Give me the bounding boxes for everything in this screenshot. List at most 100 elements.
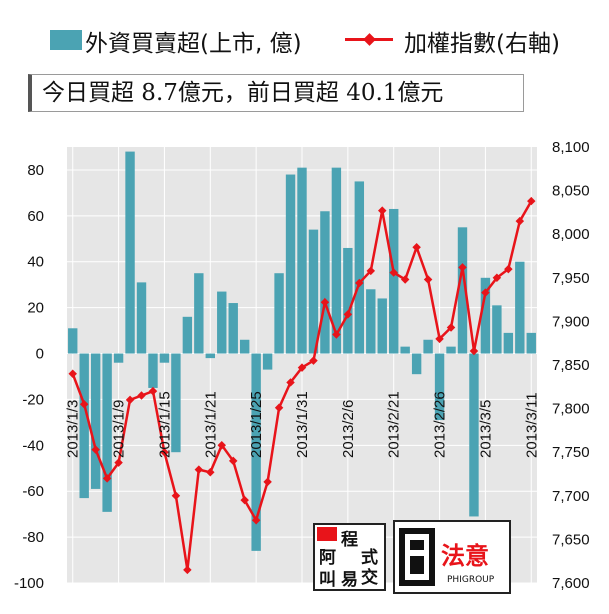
bar: [343, 247, 353, 354]
line-point: [458, 263, 467, 272]
line-series: [68, 196, 536, 575]
line-point: [378, 206, 387, 215]
line-point: [492, 273, 502, 283]
bar: [194, 273, 204, 354]
bar: [400, 346, 410, 354]
logo-phigroup-text: 法意: [441, 542, 489, 570]
bar: [262, 353, 273, 370]
bar: [354, 181, 365, 354]
bar: [79, 353, 89, 499]
legend-bar-label: 外資買賣超(上市, 億): [85, 31, 302, 57]
y-right-tick-label: 7,850: [552, 357, 590, 374]
line-point: [102, 474, 112, 483]
line-point: [263, 477, 272, 487]
line-point: [240, 495, 249, 505]
y-right-tick-label: 7,950: [552, 270, 590, 287]
bar: [434, 353, 445, 421]
y-right-tick-label: 7,600: [552, 575, 590, 592]
bar: [68, 328, 78, 354]
bar: [297, 167, 307, 354]
bar: [320, 211, 330, 354]
logo-apkz-mark: 阿 程 式 叫 易 交: [317, 527, 378, 590]
bar: [125, 151, 135, 354]
line-point: [137, 391, 146, 400]
bar: [113, 353, 124, 363]
line-point: [481, 288, 490, 297]
logo-char-6: 交: [361, 567, 378, 588]
bar: [446, 346, 456, 354]
line-point: [400, 275, 410, 284]
x-tick-label: 2013/1/31: [294, 391, 311, 458]
logo-phigroup-sub: PHIGROUP: [447, 575, 495, 585]
line-point: [423, 275, 433, 284]
y-left-tick-label: 0: [36, 346, 44, 363]
x-tick-label: 2013/2/26: [432, 391, 449, 458]
bar: [159, 353, 170, 363]
logo-phigroup: 法意 PHIGROUP: [393, 520, 511, 594]
bar: [148, 353, 158, 388]
y-right-tick-label: 8,100: [552, 139, 590, 156]
line-point: [435, 334, 444, 344]
bar: [377, 298, 387, 354]
bar: [90, 353, 101, 489]
bar: [274, 273, 284, 354]
x-tick-label: 2013/2/6: [340, 400, 357, 458]
line-point: [469, 346, 479, 356]
line-point: [320, 297, 330, 307]
logo-char-4: 叫: [319, 570, 336, 589]
y-left-tick-label: 80: [27, 162, 44, 179]
y-right-tick-label: 7,800: [552, 401, 590, 418]
legend: 外資買賣超(上市, 億) 加權指數(右軸): [0, 0, 609, 60]
logo-char-1: 阿: [319, 548, 336, 568]
line-point: [79, 399, 89, 409]
y-left-tick-label: 40: [27, 254, 44, 271]
bar: [423, 339, 433, 354]
line-point: [228, 456, 238, 466]
bar: [205, 353, 215, 359]
logo-phigroup-mark: 法意 PHIGROUP: [399, 528, 495, 586]
line-point: [160, 447, 169, 457]
x-tick-label: 2013/3/5: [477, 400, 494, 458]
line-point: [286, 378, 295, 387]
x-tick-label: 2013/3/11: [523, 392, 540, 458]
y-right-tick-label: 7,750: [552, 444, 590, 461]
legend-bar-swatch: [50, 30, 82, 50]
y-axis-left: -100 -80 -60 -40 -20 0 20 40 60 80: [14, 162, 44, 592]
line-point: [91, 445, 100, 454]
bar: [331, 167, 342, 354]
line-point: [366, 266, 376, 276]
line-point: [389, 268, 398, 277]
y-left-tick-label: -20: [22, 391, 44, 408]
bar: [182, 316, 193, 354]
line-point: [355, 278, 364, 288]
line-point: [114, 458, 123, 467]
bar: [228, 303, 238, 354]
legend-line-label: 加權指數(右軸): [404, 31, 560, 57]
x-tick-label: 2013/1/15: [156, 391, 173, 458]
bar: [389, 208, 399, 354]
y-right-tick-label: 7,650: [552, 531, 590, 548]
y-right-tick-label: 8,050: [552, 183, 590, 200]
line-point: [206, 468, 215, 477]
line-point: [297, 363, 307, 372]
logo-char-3: 式: [361, 547, 378, 568]
y-axis-right: 7,600 7,650 7,700 7,750 7,800 7,850 7,900 7,950…: [552, 139, 590, 592]
logo-char-5: 易: [341, 570, 358, 589]
bar: [366, 289, 376, 354]
bar-series: [68, 151, 536, 551]
bar: [239, 339, 250, 354]
bar: [480, 277, 491, 354]
line-point: [412, 243, 421, 252]
x-tick-label: 2013/2/21: [386, 391, 403, 458]
bar: [457, 227, 468, 354]
logo-char-2: 程: [341, 530, 358, 550]
bar: [136, 282, 147, 354]
bar: [285, 174, 296, 354]
line-point: [125, 395, 135, 405]
bar: [217, 291, 227, 354]
x-tick-label: 2013/1/3: [65, 400, 82, 458]
line-point: [68, 369, 77, 378]
line-point: [148, 386, 158, 396]
y-right-tick-label: 7,900: [552, 313, 590, 330]
y-left-tick-label: 20: [27, 300, 44, 317]
